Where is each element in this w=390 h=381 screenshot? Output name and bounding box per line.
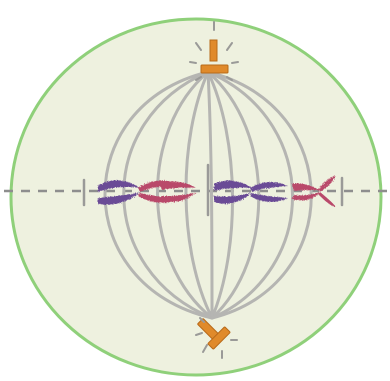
spindle-fiber: [156, 70, 214, 320]
chromatid: [292, 192, 320, 201]
spindle-fiber: [103, 70, 214, 320]
cell-membrane: [9, 17, 383, 377]
chromosomes: [98, 176, 336, 207]
chromatid: [250, 193, 288, 202]
chromatid: [160, 181, 196, 190]
spindle-fiber: [122, 70, 214, 320]
chromatid: [160, 192, 196, 202]
chromatid: [214, 192, 252, 204]
spindle-fiber: [206, 70, 294, 320]
chromatid: [214, 180, 252, 191]
chromatid: [318, 192, 336, 207]
chromatid: [98, 192, 140, 205]
chromosome: [214, 180, 288, 204]
centrosome-icon: [195, 317, 238, 359]
chromosome: [292, 176, 336, 207]
chromatid: [318, 176, 336, 192]
chromatid: [292, 183, 320, 191]
spindle-fiber: [206, 70, 235, 320]
chromatid: [250, 182, 288, 192]
chromosome: [160, 181, 196, 202]
spindle-fiber: [206, 70, 214, 320]
chromatid: [98, 180, 140, 192]
kinetochore-marks: [82, 163, 344, 217]
centrosome-icon: [189, 21, 239, 81]
